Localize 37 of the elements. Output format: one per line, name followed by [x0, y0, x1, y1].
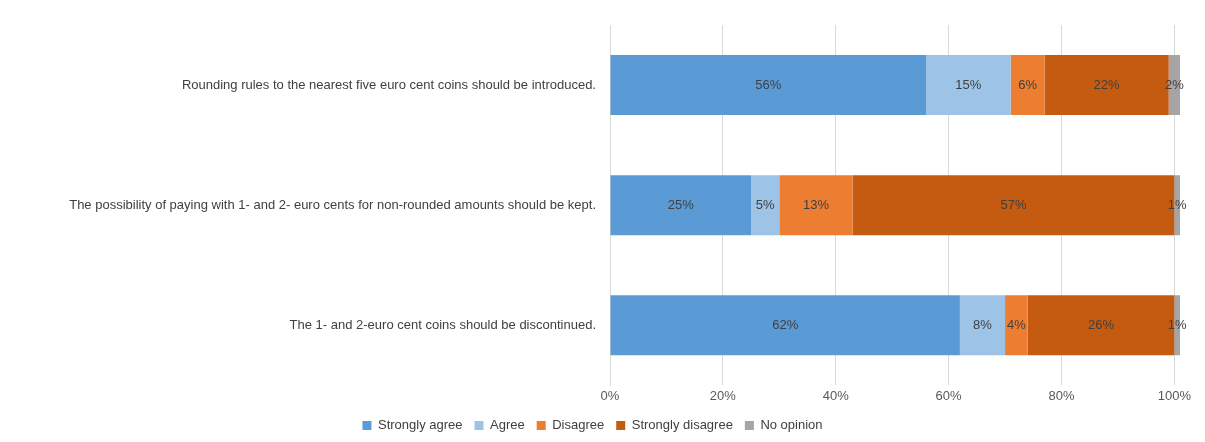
data-label: 4% [1006, 316, 1027, 332]
legend-label: Agree [490, 417, 525, 433]
legend-label: No opinion [760, 417, 823, 433]
y-tick-label: The possibility of paying with 1- and 2- euro cents for non-rounded amounts should be kept. [69, 196, 596, 212]
data-label: 5% [755, 196, 776, 212]
data-label: 1% [1167, 316, 1188, 332]
data-label: 62% [772, 316, 799, 332]
bar [1010, 55, 1045, 116]
data-label: 25% [667, 196, 695, 212]
legend-label: Disagree [552, 417, 605, 433]
legend-label: Strongly disagree [631, 417, 733, 433]
x-tick-label: 40% [822, 387, 850, 403]
bar [610, 295, 960, 356]
bar [610, 175, 752, 236]
data-label: 22% [1093, 76, 1121, 92]
data-label: 8% [973, 316, 993, 332]
data-label: 26% [1087, 316, 1115, 332]
x-tick-label: 20% [709, 387, 737, 403]
bar [610, 55, 927, 116]
bar [959, 295, 1006, 356]
x-tick-label: 0% [600, 387, 620, 403]
bar [779, 175, 853, 236]
bar [751, 175, 780, 236]
legend-label: Strongly agree [377, 417, 463, 433]
data-label: 56% [755, 76, 782, 92]
bar [926, 55, 1011, 116]
x-tick-label: 80% [1048, 387, 1075, 403]
data-label: 6% [1018, 76, 1038, 92]
y-tick-label: Rounding rules to the nearest five euro cent coins should be introduced. [181, 76, 596, 92]
data-label: 15% [955, 76, 982, 92]
data-label: 1% [1167, 196, 1188, 212]
x-tick-label: 100% [1157, 387, 1192, 403]
data-label: 57% [1000, 196, 1027, 212]
bar [1005, 295, 1028, 356]
y-tick-label: The 1- and 2-euro cent coins should be discontinued. [289, 316, 596, 332]
x-tick-label: 60% [935, 387, 963, 403]
data-label: 13% [802, 196, 830, 212]
